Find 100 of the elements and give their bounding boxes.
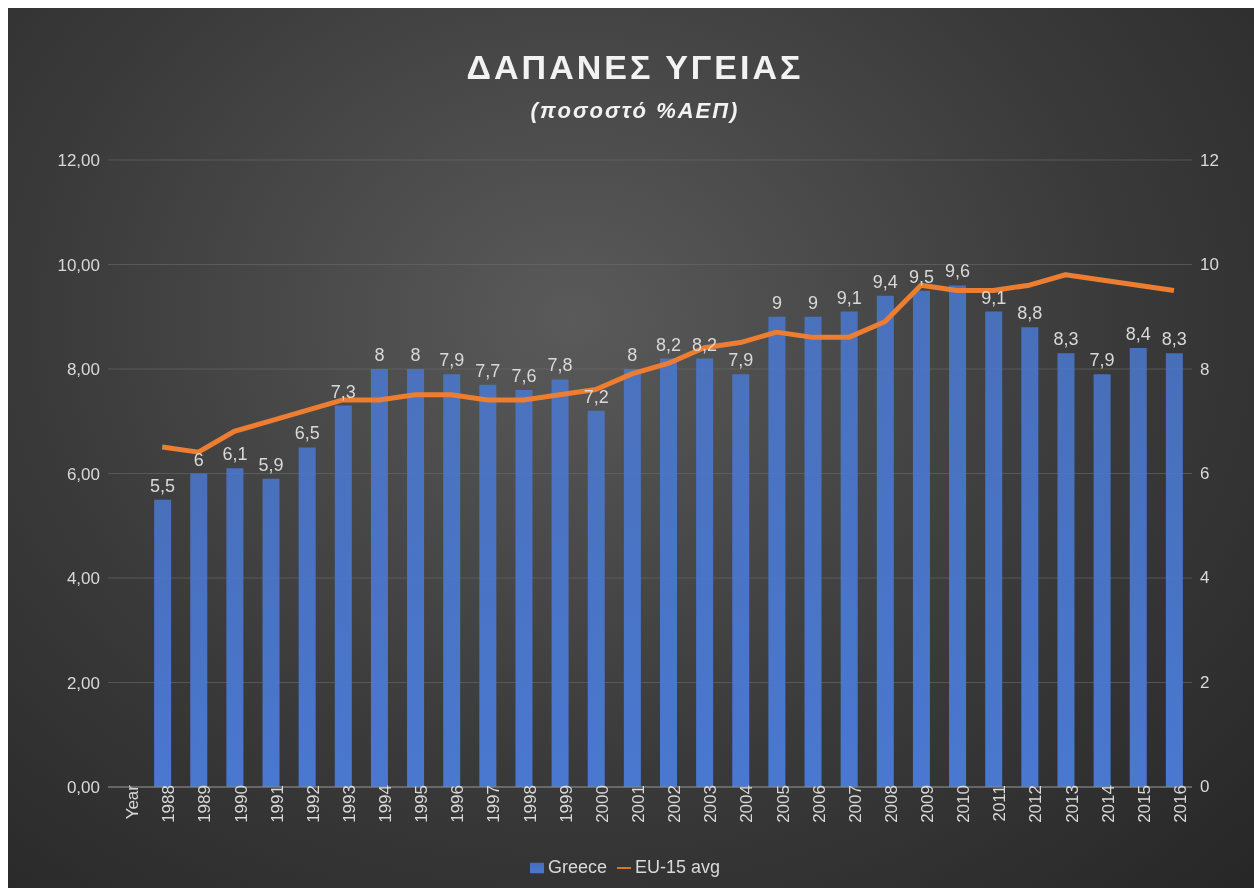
x-tick-label: 1998: [520, 785, 540, 823]
x-tick-label: 1996: [448, 785, 468, 823]
y-tick-label: 0,00: [66, 778, 100, 798]
x-tick-label: 1990: [231, 785, 251, 823]
bar: [623, 369, 641, 787]
data-label: 9: [808, 292, 819, 313]
y2-tick-label: 2: [1200, 672, 1210, 692]
x-tick-label: 2013: [1062, 785, 1082, 823]
bar: [370, 369, 388, 787]
bar: [660, 358, 677, 787]
bar: [443, 374, 461, 787]
bar: [1093, 374, 1111, 787]
x-tick-label: 2012: [1026, 785, 1046, 823]
legend-label: Greece: [547, 857, 607, 877]
x-tick-label: 1991: [267, 785, 287, 823]
data-label: 7,9: [1089, 350, 1115, 371]
data-label: 9,6: [945, 261, 971, 282]
data-label: 7,9: [728, 350, 754, 371]
bar: [912, 290, 930, 787]
x-tick-label: 2007: [845, 785, 865, 823]
data-label: 5,5: [150, 475, 176, 496]
x-tick-label: 2004: [737, 785, 757, 823]
y2-tick-label: 12: [1200, 151, 1219, 171]
data-label: 9,1: [981, 287, 1007, 308]
x-tick-label: 2010: [954, 785, 974, 823]
x-tick-label: 2008: [881, 785, 901, 823]
x-tick-label: 2000: [592, 785, 612, 823]
data-label: 8: [627, 345, 638, 365]
bar: [1057, 353, 1075, 787]
x-tick-label: 1992: [303, 785, 323, 823]
x-tick-label: Year: [123, 784, 143, 820]
data-label: 7,3: [330, 381, 356, 402]
data-label: 7,7: [475, 360, 501, 381]
bar: [768, 316, 786, 787]
bar: [298, 447, 316, 787]
y2-tick-label: 8: [1200, 359, 1210, 379]
bar: [226, 468, 244, 787]
x-tick-label: 1993: [339, 785, 359, 823]
bar: [407, 369, 425, 787]
bar: [876, 295, 894, 787]
data-label: 7,6: [511, 365, 537, 386]
data-label: 8,8: [1017, 303, 1043, 324]
bar: [190, 473, 208, 787]
y-tick-label: 10,00: [57, 255, 100, 275]
x-tick-label: 1988: [159, 785, 179, 823]
x-tick-label: 2014: [1098, 785, 1118, 823]
data-label: 6: [193, 449, 204, 470]
data-label: 8: [410, 345, 421, 365]
y2-tick-label: 4: [1200, 568, 1210, 588]
data-label: 7,2: [583, 386, 609, 407]
x-tick-label: 1994: [376, 785, 396, 823]
bar: [949, 285, 967, 787]
data-label: 8,3: [1053, 329, 1079, 350]
bar: [696, 358, 714, 787]
x-tick-label: 2016: [1171, 785, 1190, 823]
x-tick-label: 1999: [556, 785, 576, 823]
y2-tick-label: 10: [1200, 255, 1219, 275]
y2-tick-label: 6: [1200, 464, 1210, 484]
bar: [154, 499, 172, 787]
data-label: 6,5: [294, 423, 320, 444]
y2-tick-label: 0: [1200, 777, 1210, 797]
data-label: 9,5: [908, 266, 934, 287]
x-tick-label: 1989: [195, 785, 215, 823]
x-tick-label: 1995: [412, 785, 432, 823]
data-label: 7,8: [547, 355, 573, 376]
data-label: 7,9: [439, 350, 465, 371]
y-tick-label: 2,00: [66, 673, 100, 693]
data-label: 8,4: [1125, 324, 1151, 345]
legend-label: EU-15 avg: [634, 857, 721, 877]
x-tick-label: 2006: [809, 785, 829, 823]
x-tick-label: 2001: [629, 785, 648, 823]
bar: [985, 311, 1003, 787]
y-tick-label: 6,00: [66, 464, 100, 484]
bar: [1021, 327, 1039, 787]
data-label: 6,1: [222, 444, 248, 465]
x-tick-label: 1997: [484, 785, 504, 823]
bar: [515, 389, 533, 787]
x-tick-label: 2009: [918, 785, 938, 823]
bar: [551, 379, 569, 787]
x-tick-label: 2005: [773, 785, 793, 823]
bar: [262, 478, 280, 787]
chart-title: ΔΑΠΑΝΕΣ ΥΓΕΙΑΣ: [465, 48, 805, 87]
data-label: 9: [771, 292, 782, 313]
bar: [479, 384, 497, 787]
bar: [587, 410, 605, 787]
x-tick-label: 2003: [701, 785, 721, 823]
x-tick-label: 2015: [1134, 785, 1154, 823]
y-tick-label: 8,00: [66, 360, 100, 380]
x-tick-label: 2011: [990, 785, 1010, 822]
bar: [732, 374, 750, 787]
bar: [1165, 353, 1183, 787]
data-label: 8,2: [655, 334, 682, 355]
bar: [334, 405, 352, 787]
y-tick-label: 4,00: [66, 569, 100, 589]
bar: [1129, 348, 1147, 787]
bar: [840, 311, 858, 787]
data-label: 5,9: [258, 454, 284, 475]
data-label: 8,3: [1161, 329, 1187, 350]
data-label: 9,4: [872, 271, 898, 292]
chart-subtitle: (ποσοστό %ΑΕΠ): [529, 98, 741, 124]
